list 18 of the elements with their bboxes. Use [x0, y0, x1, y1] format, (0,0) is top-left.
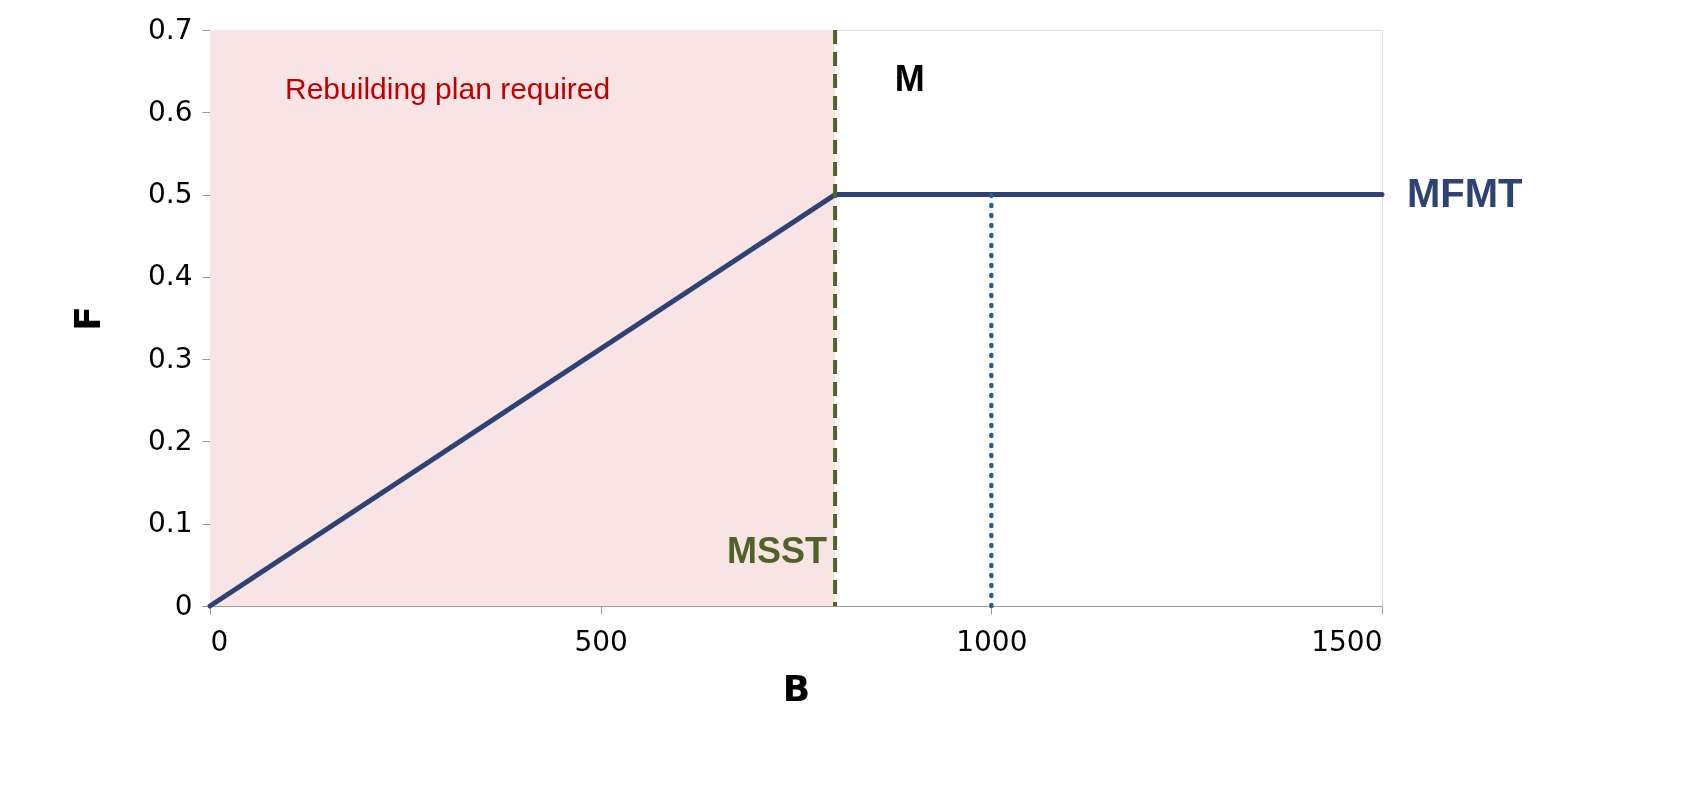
annotation: M: [894, 58, 925, 99]
x-tick-label: 500: [574, 624, 628, 658]
x-tick-label: 0: [210, 624, 229, 658]
y-axis-title: F: [66, 306, 108, 331]
ref-line-label: MSST: [727, 530, 828, 571]
x-tick-label: 1000: [956, 624, 1028, 658]
y-tick-label: 0.7: [147, 12, 193, 46]
y-tick-label: 0.4: [147, 259, 193, 293]
series-label: MFMT: [1407, 170, 1523, 215]
band-label: Rebuilding plan required: [285, 72, 611, 105]
y-tick-label: 0.2: [147, 423, 193, 457]
y-tick-label: 0.5: [147, 177, 193, 211]
y-tick-label: 0.1: [147, 506, 193, 540]
y-tick-label: 0.6: [147, 94, 193, 128]
y-tick-label: 0: [174, 588, 193, 622]
x-tick-label: 1500: [1311, 624, 1383, 658]
y-tick-label: 0.3: [147, 341, 193, 375]
x-axis-title: B: [782, 667, 811, 709]
